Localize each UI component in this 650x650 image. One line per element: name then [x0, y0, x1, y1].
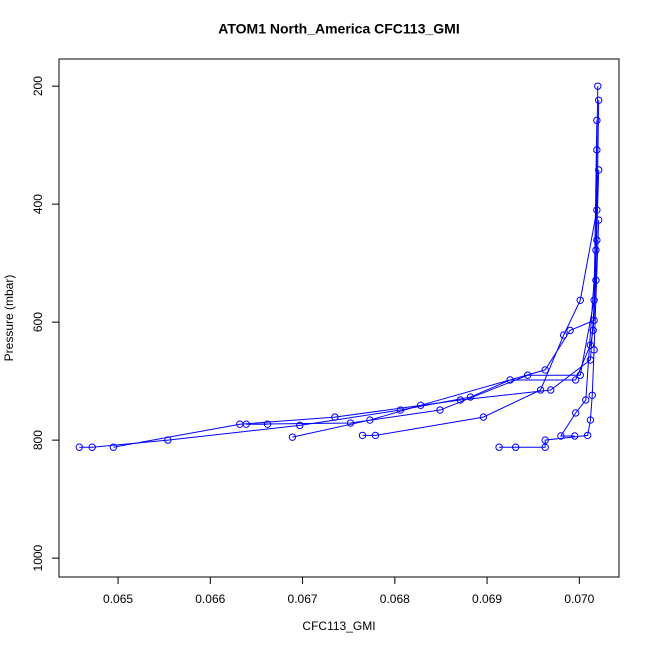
data-point — [495, 443, 503, 451]
data-point — [296, 421, 304, 430]
data-point — [88, 443, 96, 451]
data-point — [594, 82, 602, 90]
x-axis-label: CFC113_GMI — [302, 619, 375, 633]
data-point — [416, 401, 425, 410]
profile-line — [559, 240, 598, 437]
data-point — [586, 341, 595, 349]
data-point — [511, 443, 520, 451]
data-point — [541, 443, 549, 451]
data-point — [593, 206, 601, 214]
data-point — [366, 416, 374, 424]
y-tick-label: 1000 — [31, 544, 45, 571]
data-point — [557, 432, 565, 440]
plot-frame — [58, 58, 620, 578]
data-point — [583, 431, 592, 440]
data-point — [590, 296, 598, 305]
data-point — [288, 433, 297, 441]
data-point — [576, 296, 584, 305]
data-point — [559, 331, 568, 339]
y-tick-label: 200 — [31, 76, 45, 96]
data-point — [346, 419, 355, 427]
data-point — [536, 386, 545, 394]
data-point — [588, 391, 596, 399]
data-point — [506, 376, 514, 384]
data-point — [595, 216, 603, 224]
y-axis-label: Pressure (mbar) — [2, 275, 16, 362]
data-point — [586, 416, 595, 424]
data-point — [358, 431, 367, 440]
data-point — [75, 443, 83, 451]
data-point — [571, 432, 579, 440]
data-point — [371, 431, 380, 440]
data-point — [592, 276, 600, 284]
data-point — [582, 396, 590, 404]
profile-line — [499, 220, 600, 448]
data-point — [331, 413, 339, 421]
chart-title: ATOM1 North_America CFC113_GMI — [218, 21, 459, 37]
x-tick-label: 0.067 — [288, 592, 318, 606]
data-point — [593, 236, 601, 244]
data-point — [566, 326, 574, 335]
data-point — [541, 366, 549, 374]
data-point — [547, 386, 555, 394]
profile-line — [246, 120, 598, 425]
data-point — [523, 371, 532, 379]
data-point — [456, 396, 465, 404]
data-point — [541, 436, 549, 444]
y-tick-label: 600 — [31, 312, 45, 332]
data-point — [595, 166, 603, 174]
x-tick-label: 0.066 — [195, 592, 225, 606]
data-point — [263, 420, 272, 428]
x-tick-label: 0.070 — [564, 592, 594, 606]
y-tick-label: 400 — [31, 194, 45, 214]
data-point — [242, 420, 250, 428]
data-point — [593, 116, 601, 125]
data-point — [571, 376, 580, 384]
x-tick-label: 0.069 — [472, 592, 502, 606]
x-tick-label: 0.065 — [103, 592, 133, 606]
profile-line — [362, 209, 598, 436]
profile-line — [292, 169, 600, 438]
y-tick-label: 800 — [31, 430, 45, 450]
data-point — [479, 413, 488, 421]
data-point — [590, 346, 598, 354]
data-point — [436, 406, 444, 414]
data-point — [571, 409, 580, 417]
x-tick-label: 0.068 — [380, 592, 410, 606]
data-point — [109, 443, 118, 451]
data-point — [576, 371, 584, 379]
profile-line — [113, 100, 600, 448]
data-point — [595, 96, 603, 104]
